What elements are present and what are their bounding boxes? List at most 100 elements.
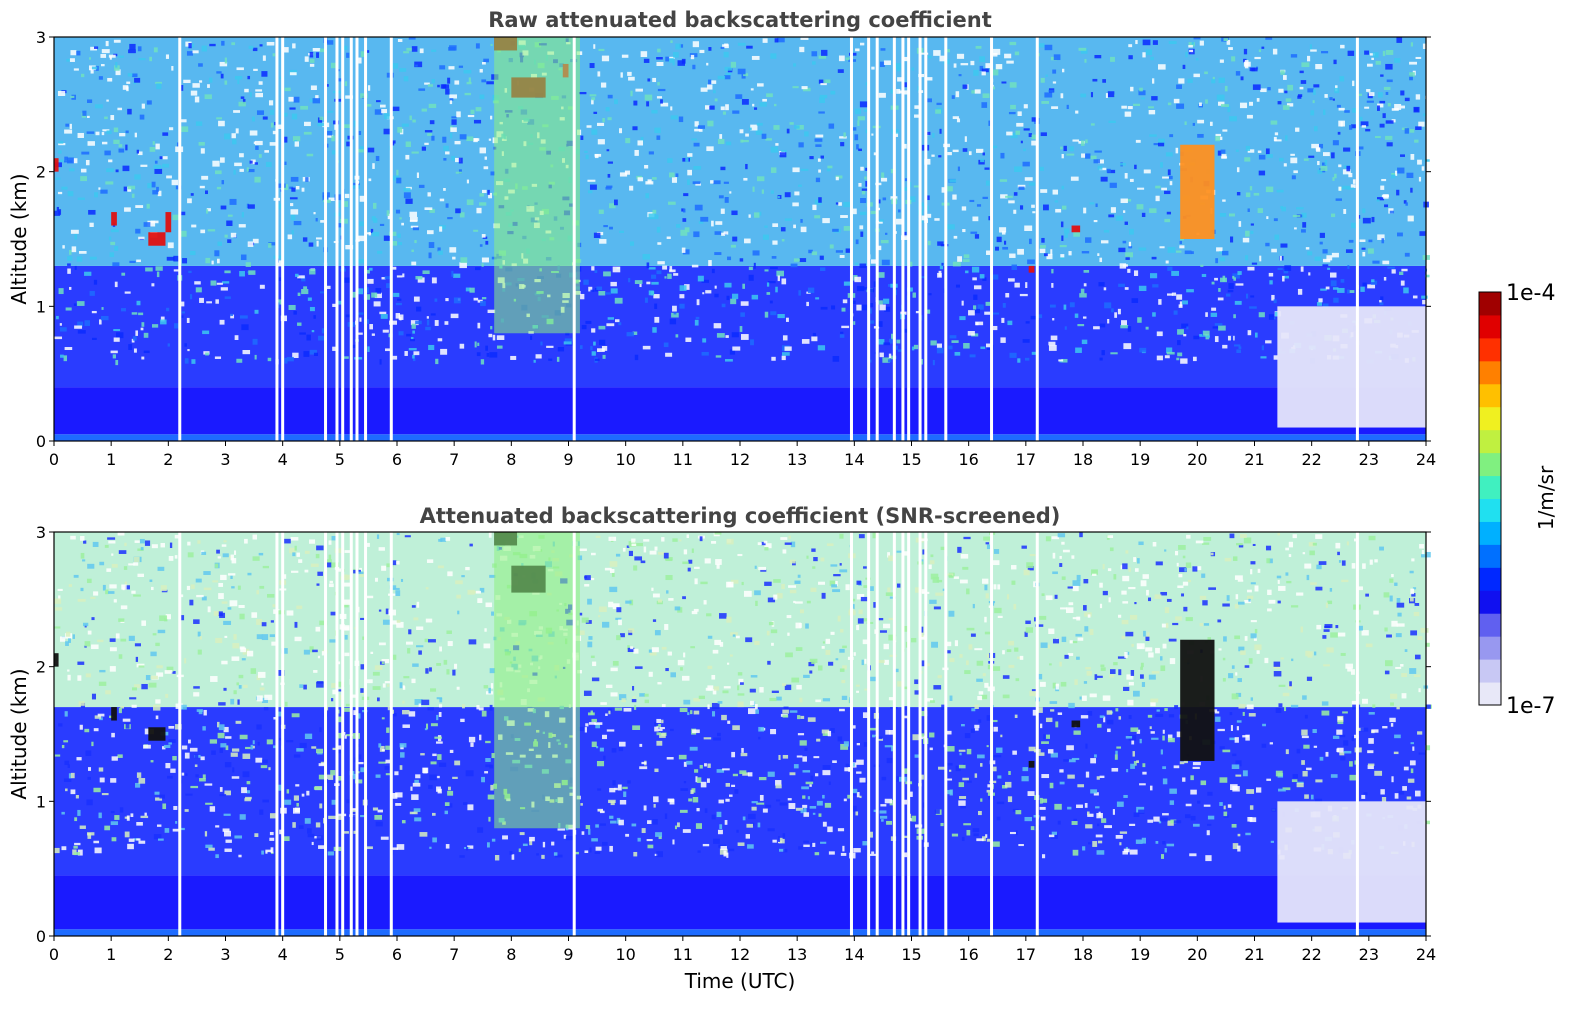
feature-elevated-signal-band	[494, 532, 580, 829]
colorbar-step	[1479, 659, 1501, 683]
background-layer	[54, 434, 1426, 441]
data-gap	[341, 532, 345, 936]
colorbar-step	[1479, 567, 1501, 591]
data-gap	[389, 532, 393, 936]
x-tick-label: 20	[1187, 450, 1207, 469]
data-gap	[324, 37, 328, 441]
x-tick-label: 6	[392, 945, 402, 964]
colorbar-step	[1479, 613, 1501, 637]
feature-cloud	[1180, 639, 1215, 761]
data-gap	[389, 37, 393, 441]
x-tick-label: 22	[1301, 450, 1321, 469]
x-tick-label: 17	[1016, 450, 1036, 469]
data-gap	[349, 37, 353, 441]
data-gap	[944, 532, 948, 936]
data-gap	[918, 532, 922, 936]
data-gap	[924, 37, 928, 441]
data-gap	[364, 37, 368, 441]
x-tick-label: 14	[844, 450, 864, 469]
feature-cloud	[148, 232, 166, 246]
data-gap	[281, 532, 285, 936]
data-gap	[918, 37, 922, 441]
data-gap	[275, 37, 279, 441]
colorbar-scale	[1479, 292, 1501, 706]
data-gap	[849, 532, 853, 936]
data-gap	[867, 532, 871, 936]
data-gap	[875, 37, 879, 441]
colorbar-frame	[1478, 291, 1502, 706]
data-gap	[907, 37, 911, 441]
colorbar-step	[1479, 314, 1501, 339]
data-gap	[572, 532, 576, 936]
y-tick-label: 3	[36, 523, 46, 542]
x-tick-label: 21	[1244, 450, 1264, 469]
data-gap	[924, 532, 928, 936]
colorbar-step	[1479, 452, 1501, 477]
x-tick-label: 1	[106, 450, 116, 469]
heatmap-raw	[54, 37, 1430, 441]
colorbar-step	[1479, 498, 1501, 522]
feature-cloud	[1180, 144, 1215, 239]
x-tick-label: 15	[901, 450, 921, 469]
feature-cloud	[165, 212, 172, 233]
data-gap	[1355, 37, 1359, 441]
data-gap	[178, 37, 182, 441]
feature-cloud-saturated	[1028, 760, 1035, 768]
data-gap	[1355, 532, 1359, 936]
x-tick-label: 12	[730, 450, 750, 469]
colorbar-step	[1479, 521, 1501, 545]
data-gap	[335, 37, 339, 441]
x-tick-label: 19	[1130, 945, 1150, 964]
data-gap	[944, 37, 948, 441]
data-gap	[572, 37, 576, 441]
feature-cloud-saturated	[1071, 720, 1081, 728]
x-tick-label: 1	[106, 945, 116, 964]
feature-cloud	[54, 158, 59, 172]
x-tick-label: 7	[449, 450, 459, 469]
colorbar-step	[1479, 429, 1501, 454]
tick-marks: 0 1 2 3 4 5 6 7 8 9 10 11 12 13 14 15 16 17 18 19 20 21 22 23 24…	[36, 523, 1436, 964]
background-layer	[54, 707, 1426, 876]
feature-cloud	[111, 212, 117, 226]
feature-cloud-saturated	[111, 707, 117, 721]
colorbar-step	[1479, 636, 1501, 660]
x-tick-label: 24	[1416, 450, 1436, 469]
x-tick-label: 2	[163, 450, 173, 469]
x-tick-label: 22	[1301, 945, 1321, 964]
data-gap	[355, 532, 359, 936]
x-tick-label: 6	[392, 450, 402, 469]
colorbar-step	[1479, 406, 1501, 431]
panel-snr: Attenuated backscattering coefficient (S…	[7, 504, 1436, 993]
x-tick-label: 0	[49, 450, 59, 469]
colorbar-max-label: 1e-4	[1506, 281, 1555, 306]
feature-cloud	[1071, 225, 1081, 233]
feature-cloud-saturated	[148, 727, 166, 741]
x-tick-label: 14	[844, 945, 864, 964]
x-tick-label: 8	[506, 450, 516, 469]
x-tick-label: 5	[335, 945, 345, 964]
data-gap	[892, 37, 896, 441]
x-tick-label: 9	[563, 945, 573, 964]
data-gap	[178, 532, 182, 936]
heatmap-snr	[54, 532, 1432, 936]
y-tick-label: 0	[36, 432, 46, 451]
x-tick-label: 4	[278, 450, 288, 469]
data-gap	[907, 532, 911, 936]
tick-marks: 0 1 2 3 4 5 6 7 8 9 10 11 12 13 14 15 16 17 18 19 20 21 22 23 24…	[36, 28, 1436, 469]
feature-clear-air-region	[1277, 801, 1426, 923]
y-tick-label: 3	[36, 28, 46, 47]
colorbar-step	[1479, 475, 1501, 499]
feature-cloud-saturated	[54, 653, 59, 667]
x-tick-label: 13	[787, 450, 807, 469]
data-gap	[892, 532, 896, 936]
data-gap	[867, 37, 871, 441]
data-gap	[349, 532, 353, 936]
x-tick-label: 12	[730, 945, 750, 964]
colorbar-step	[1479, 292, 1501, 316]
y-axis-label: Altitude (km)	[7, 173, 31, 304]
y-tick-label: 0	[36, 927, 46, 946]
x-tick-label: 19	[1130, 450, 1150, 469]
panel-title: Raw attenuated backscattering coefficien…	[488, 8, 992, 32]
data-gap	[335, 532, 339, 936]
y-tick-label: 2	[36, 658, 46, 677]
